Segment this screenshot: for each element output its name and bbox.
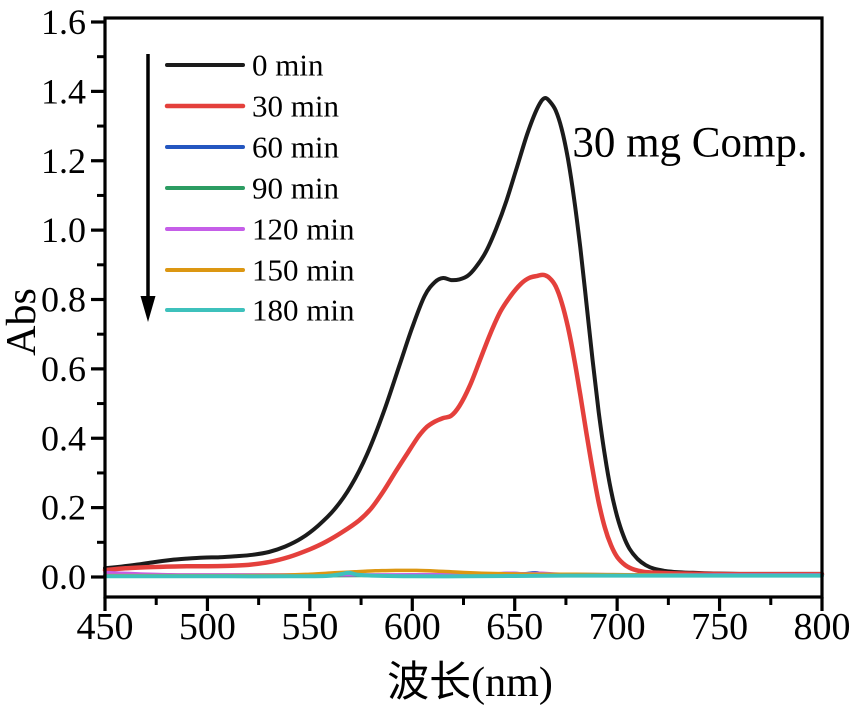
time-arrow-down-icon [140, 54, 156, 322]
legend-entries: 0 min 30 min 60 min 90 min 120 min 150 min 180… [164, 48, 355, 328]
series-line-180-min [103, 570, 824, 579]
y-tick-label: 1.2 [41, 141, 86, 181]
legend-entry-30-min: 30 min [164, 89, 339, 124]
y-tick-label: 0.0 [41, 557, 86, 597]
legend-label: 0 min [252, 48, 324, 83]
legend-entry-0-min: 0 min [165, 48, 324, 83]
y-axis-title: Abs [0, 288, 45, 356]
legend-label: 60 min [252, 130, 339, 165]
legend-entry-150-min: 150 min [165, 253, 355, 288]
legend: 0 min 30 min 60 min 90 min 120 min 150 min 180… [140, 48, 355, 328]
x-tick-label: 800 [794, 606, 851, 648]
x-tick-label: 550 [281, 606, 338, 648]
y-tick-label: 1.4 [41, 71, 86, 111]
time-arrow-head [140, 296, 156, 322]
legend-label: 30 min [252, 89, 339, 124]
x-tick-label: 450 [77, 606, 134, 648]
y-tick-label: 0.8 [41, 280, 86, 320]
x-tick-label: 650 [486, 606, 543, 648]
series-lines [102, 96, 825, 579]
x-tick-label: 600 [384, 606, 441, 648]
annotation-sample-label: 30 mg Comp. [572, 120, 807, 167]
x-tick-label: 750 [691, 606, 748, 648]
legend-entry-60-min: 60 min [165, 130, 339, 165]
legend-label: 120 min [252, 212, 355, 247]
legend-entry-120-min: 120 min [165, 212, 355, 247]
legend-label: 180 min [252, 293, 355, 328]
y-tick-label: 1.6 [41, 2, 86, 42]
legend-label: 150 min [252, 253, 355, 288]
y-tick-label: 0.2 [41, 488, 86, 528]
legend-entry-180-min: 180 min [165, 293, 355, 328]
y-tick-label: 0.6 [41, 349, 86, 389]
y-tick-label: 0.4 [41, 418, 86, 458]
legend-label: 90 min [252, 171, 339, 206]
x-tick-label: 700 [589, 606, 646, 648]
y-tick-label: 1.0 [41, 210, 86, 250]
y-axis-ticks: 0.0 0.2 0.4 0.6 0.8 1.0 1.2 1.4 1.6 [41, 2, 105, 597]
legend-entry-90-min: 90 min [165, 171, 339, 206]
x-axis-ticks: 450 500 550 600 650 700 750 800 [77, 597, 851, 648]
x-axis-title: 波长(nm) [387, 660, 553, 706]
series-line-30-min [102, 272, 825, 577]
x-tick-label: 500 [179, 606, 236, 648]
series-line-0-min [103, 96, 824, 576]
